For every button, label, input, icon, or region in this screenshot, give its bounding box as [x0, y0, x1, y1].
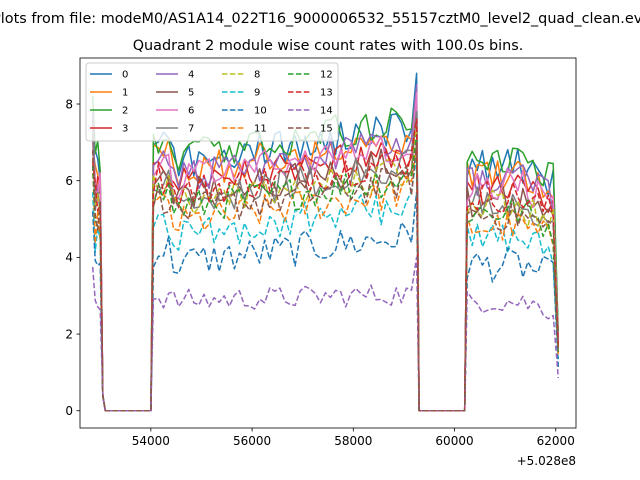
figure-suptitle: Plots from file: modeM0/AS1A14_022T16_90… — [0, 11, 640, 27]
legend-label-10: 10 — [254, 106, 267, 117]
legend-label-7: 7 — [188, 124, 194, 135]
series-line-9 — [91, 156, 560, 412]
chart-title: Quadrant 2 module wise count rates with … — [133, 38, 524, 54]
series-line-14 — [91, 256, 560, 412]
legend-label-12: 12 — [320, 70, 333, 81]
legend-label-8: 8 — [254, 70, 260, 81]
legend-label-13: 13 — [320, 88, 333, 99]
legend-label-15: 15 — [320, 124, 333, 135]
series-line-5 — [91, 107, 560, 412]
y-tick-label: 6 — [65, 174, 73, 188]
y-tick-label: 2 — [65, 327, 73, 341]
legend-label-2: 2 — [122, 106, 128, 117]
y-tick-label: 4 — [65, 251, 73, 265]
legend-box — [85, 62, 339, 142]
legend-label-3: 3 — [122, 124, 128, 135]
series-line-8 — [91, 126, 560, 412]
x-tick-label: 62000 — [537, 434, 575, 448]
legend-label-6: 6 — [188, 106, 194, 117]
x-tick-label: 56000 — [233, 434, 271, 448]
x-tick-label: 54000 — [132, 434, 170, 448]
legend-label-1: 1 — [122, 88, 128, 99]
legend-label-0: 0 — [122, 70, 128, 81]
legend-label-14: 14 — [320, 106, 333, 117]
series-line-4 — [91, 84, 560, 412]
y-tick-label: 8 — [65, 97, 73, 111]
legend-label-9: 9 — [254, 88, 260, 99]
series-line-15 — [91, 141, 560, 412]
y-tick-label: 0 — [65, 404, 73, 418]
legend-label-4: 4 — [188, 70, 194, 81]
y-axis-ticks: 0 2 4 6 8 — [65, 97, 80, 418]
x-axis-offset-label: +5.028e8 — [517, 454, 576, 468]
x-tick-label: 60000 — [435, 434, 473, 448]
series-line-2 — [91, 87, 560, 412]
series-line-6 — [91, 91, 560, 412]
legend-label-5: 5 — [188, 88, 194, 99]
plot-frame — [79, 57, 577, 429]
legend-label-11: 11 — [254, 124, 267, 135]
series-line-13 — [91, 118, 560, 412]
series-layer — [91, 72, 560, 412]
series-line-11 — [91, 145, 560, 412]
series-line-10 — [91, 191, 560, 412]
x-tick-label: 58000 — [334, 434, 372, 448]
x-axis-ticks: 54000 56000 58000 60000 62000 — [132, 428, 575, 448]
series-line-1 — [91, 95, 560, 412]
